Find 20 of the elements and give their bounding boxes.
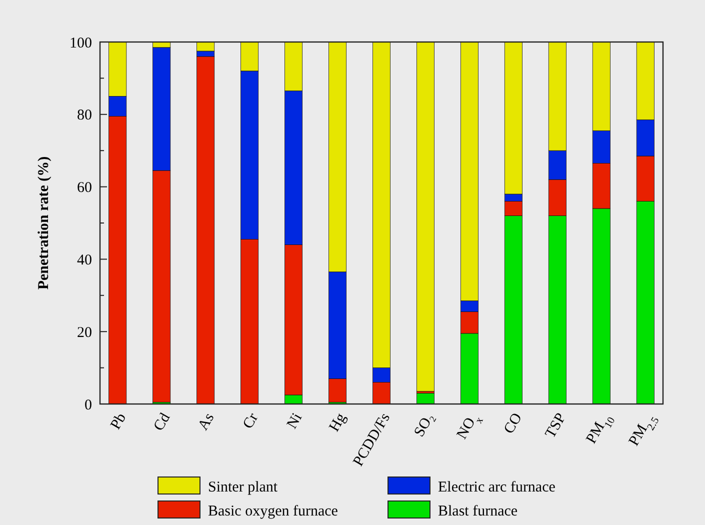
x-tick-label: As (195, 410, 218, 434)
x-tick-label: CO (501, 410, 526, 437)
x-tick-label: Pb (108, 410, 130, 432)
y-axis-title: Penetration rate (%) (36, 156, 52, 290)
x-tick-label: Hg (326, 410, 350, 435)
y-tick-label: 60 (77, 180, 92, 196)
y-tick-label: 0 (84, 397, 92, 414)
legend-label: Blast furnace (438, 503, 518, 520)
x-tick-label: Cd (150, 410, 174, 434)
x-tick-label: Ni (284, 410, 306, 432)
y-tick-label: 100 (70, 35, 92, 52)
y-tick-label: 80 (77, 108, 92, 124)
legend-label: Electric arc furnace (438, 479, 556, 496)
y-tick-label: 20 (77, 324, 92, 341)
legend-label: Basic oxygen furnace (208, 503, 338, 520)
legend-label: Sinter plant (208, 479, 278, 496)
x-tick-label: Cr (240, 410, 262, 432)
x-tick-label: SO₂ (411, 410, 438, 440)
y-tick-label: 40 (77, 252, 92, 268)
x-tick-label: TSP (542, 410, 570, 442)
